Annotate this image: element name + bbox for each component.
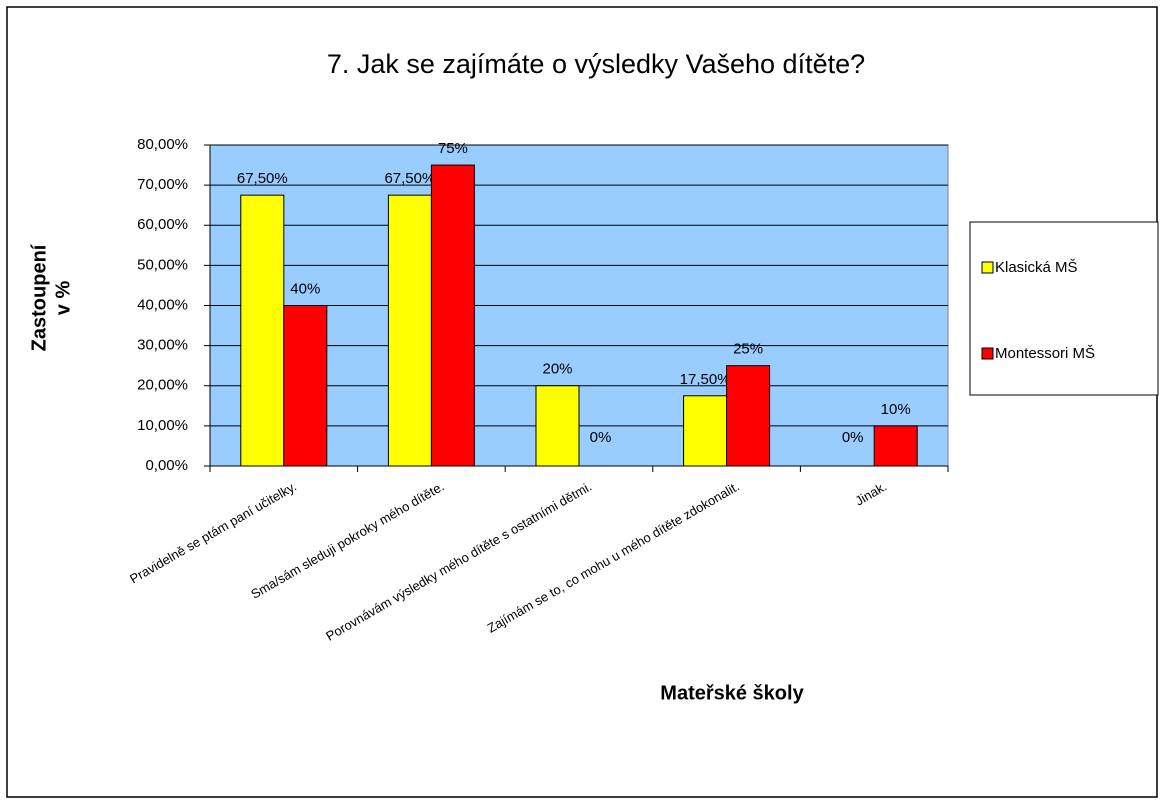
value-label: 67,50% xyxy=(237,170,288,187)
y-tick-label: 10,00% xyxy=(137,417,188,434)
y-tick-label: 50,00% xyxy=(137,256,188,273)
legend-swatch xyxy=(981,347,994,360)
y-tick-label: 40,00% xyxy=(137,296,188,313)
value-label: 67,50% xyxy=(384,170,435,187)
bar xyxy=(430,164,475,467)
y-tick-label: 0,00% xyxy=(145,457,188,474)
bar xyxy=(387,194,432,467)
y-tick-label: 20,00% xyxy=(137,377,188,394)
y-tick-label: 70,00% xyxy=(137,176,188,193)
value-label: 17,50% xyxy=(680,371,731,388)
chart-title: 7. Jak se zajímáte o výsledky Vašeho dít… xyxy=(327,49,865,79)
bar xyxy=(283,305,328,467)
bar xyxy=(683,395,728,467)
value-label: 10% xyxy=(881,401,911,418)
value-label: 40% xyxy=(290,280,320,297)
y-axis-title: v % xyxy=(52,281,74,316)
bar xyxy=(240,194,285,467)
y-tick-label: 80,00% xyxy=(137,136,188,153)
legend-label: Montessori MŠ xyxy=(995,345,1095,362)
value-label: 0% xyxy=(590,429,612,446)
value-label: 75% xyxy=(438,140,468,157)
bar xyxy=(873,425,918,467)
y-tick-label: 60,00% xyxy=(137,216,188,233)
y-axis-title: Zastoupení xyxy=(28,243,50,351)
bar xyxy=(726,365,771,467)
value-label: 20% xyxy=(542,361,572,378)
y-tick-label: 30,00% xyxy=(137,337,188,354)
value-label: 25% xyxy=(733,341,763,358)
value-label: 0% xyxy=(842,429,864,446)
x-axis-title: Mateřské školy xyxy=(660,682,804,704)
legend-label: Klasická MŠ xyxy=(995,259,1078,276)
legend-swatch xyxy=(981,261,994,274)
legend-box xyxy=(969,221,1159,396)
bar xyxy=(535,385,580,467)
